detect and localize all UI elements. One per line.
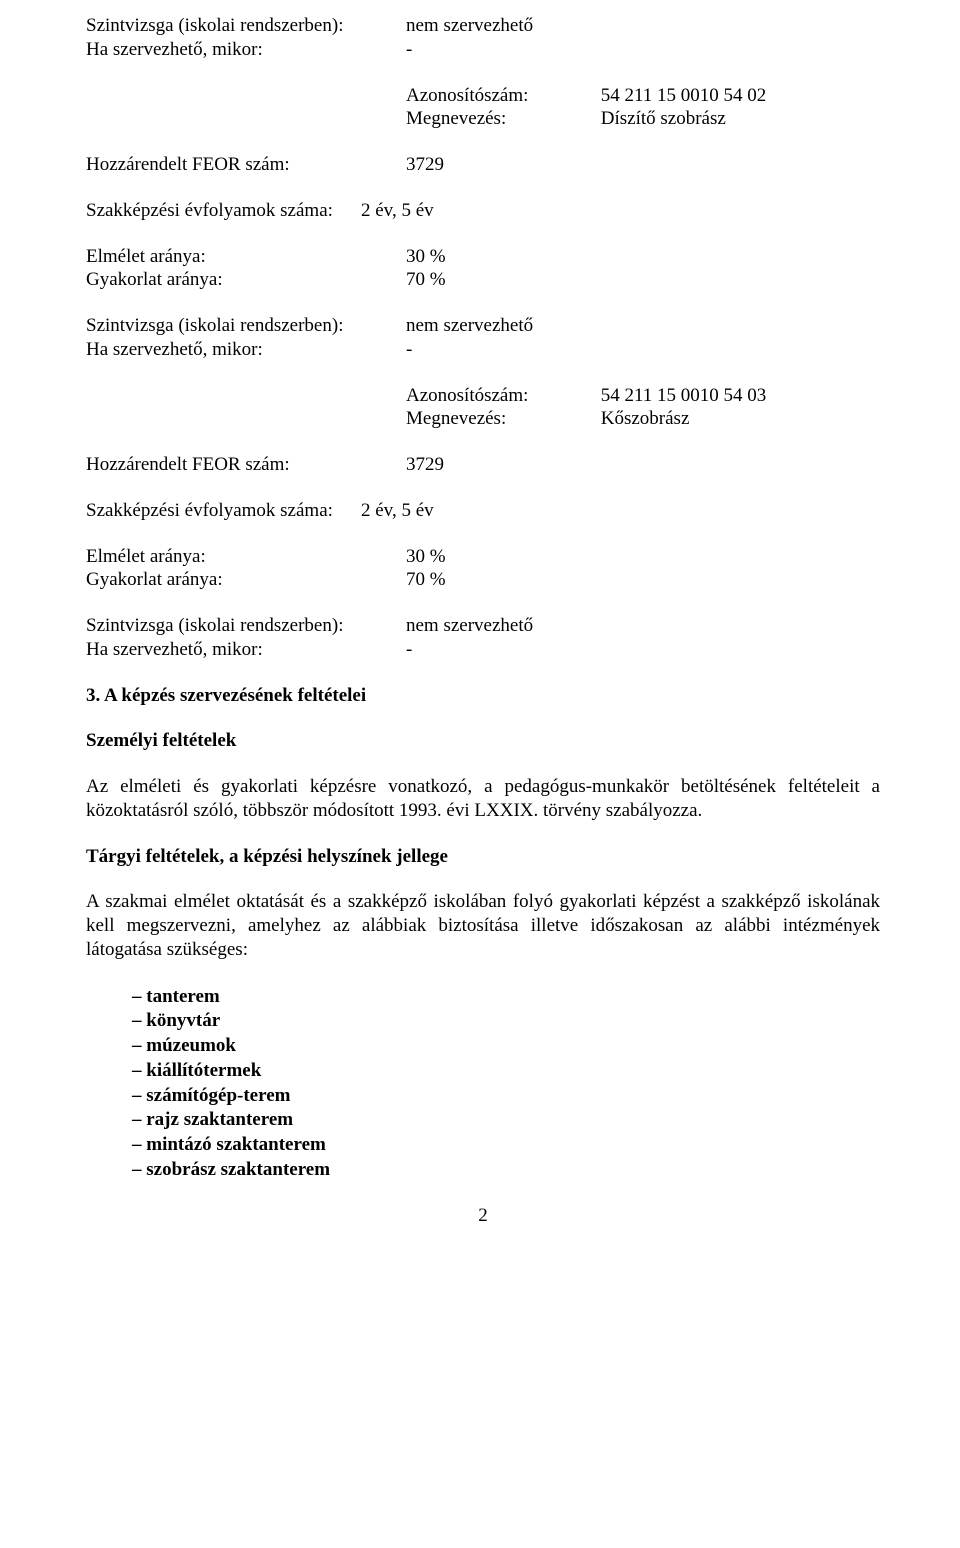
field-row: Hozzárendelt FEOR szám: 3729 <box>86 453 880 477</box>
field-row: Szintvizsga (iskolai rendszerben): nem s… <box>86 314 880 338</box>
value-szintvizsga: nem szervezhető <box>406 614 596 638</box>
label-ha-szervezheto: Ha szervezhető, mikor: <box>86 638 406 662</box>
value-szakkepzesi: 2 év, 5 év <box>361 199 434 223</box>
value-feor: 3729 <box>406 153 596 177</box>
label-azonositoszam: Azonosítószám: <box>406 384 596 408</box>
field-row: Hozzárendelt FEOR szám: 3729 <box>86 153 880 177</box>
value-szakkepzesi: 2 év, 5 év <box>361 499 434 523</box>
label-azonositoszam: Azonosítószám: <box>406 84 596 108</box>
field-row: Szintvizsga (iskolai rendszerben): nem s… <box>86 614 880 638</box>
paragraph-szemelyi: Az elméleti és gyakorlati képzésre vonat… <box>86 775 880 823</box>
label-gyakorlat: Gyakorlat aránya: <box>86 268 406 292</box>
label-elmelet: Elmélet aránya: <box>86 545 406 569</box>
value-elmelet: 30 % <box>406 545 596 569</box>
list-item: kiállítótermek <box>132 1059 880 1083</box>
value-ha-szervezheto: - <box>406 338 596 362</box>
field-row: Ha szervezhető, mikor: - <box>86 638 880 662</box>
label-szakkepzesi: Szakképzési évfolyamok száma: <box>86 499 361 523</box>
list-item: rajz szaktanterem <box>132 1108 880 1132</box>
azonosito-block: Azonosítószám: 54 211 15 0010 54 03 Megn… <box>86 384 880 432</box>
value-azonositoszam: 54 211 15 0010 54 02 <box>601 85 767 106</box>
value-gyakorlat: 70 % <box>406 568 596 592</box>
field-row: Szakképzési évfolyamok száma: 2 év, 5 év <box>86 499 880 523</box>
list-item: szobrász szaktanterem <box>132 1158 880 1182</box>
value-elmelet: 30 % <box>406 245 596 269</box>
value-ha-szervezheto: - <box>406 38 596 62</box>
label-szintvizsga: Szintvizsga (iskolai rendszerben): <box>86 314 406 338</box>
label-gyakorlat: Gyakorlat aránya: <box>86 568 406 592</box>
page-number: 2 <box>86 1204 880 1228</box>
paragraph-targyi: A szakmai elmélet oktatását és a szakkép… <box>86 890 880 961</box>
subsection-heading-szemelyi: Személyi feltételek <box>86 729 880 753</box>
label-feor: Hozzárendelt FEOR szám: <box>86 153 406 177</box>
value-szintvizsga: nem szervezhető <box>406 14 596 38</box>
label-megnevezes: Megnevezés: <box>406 107 596 131</box>
field-row: Ha szervezhető, mikor: - <box>86 338 880 362</box>
label-szintvizsga: Szintvizsga (iskolai rendszerben): <box>86 14 406 38</box>
value-ha-szervezheto: - <box>406 638 596 662</box>
subsection-heading-targyi: Tárgyi feltételek, a képzési helyszínek … <box>86 845 880 869</box>
value-szintvizsga: nem szervezhető <box>406 314 596 338</box>
label-megnevezes: Megnevezés: <box>406 407 596 431</box>
list-item: tanterem <box>132 985 880 1009</box>
field-row: Gyakorlat aránya: 70 % <box>86 568 880 592</box>
label-szakkepzesi: Szakképzési évfolyamok száma: <box>86 199 361 223</box>
field-row: Elmélet aránya: 30 % <box>86 545 880 569</box>
list-item: múzeumok <box>132 1034 880 1058</box>
value-feor: 3729 <box>406 453 596 477</box>
facilities-list: tanterem könyvtár múzeumok kiállítóterme… <box>86 985 880 1182</box>
field-row: Szintvizsga (iskolai rendszerben): nem s… <box>86 14 880 38</box>
value-azonositoszam: 54 211 15 0010 54 03 <box>601 385 767 406</box>
list-item: könyvtár <box>132 1009 880 1033</box>
value-megnevezes: Díszítő szobrász <box>601 108 726 129</box>
label-ha-szervezheto: Ha szervezhető, mikor: <box>86 38 406 62</box>
section-heading: 3. A képzés szervezésének feltételei <box>86 684 880 708</box>
field-row: Ha szervezhető, mikor: - <box>86 38 880 62</box>
list-item: mintázó szaktanterem <box>132 1133 880 1157</box>
list-item: számítógép-terem <box>132 1084 880 1108</box>
label-elmelet: Elmélet aránya: <box>86 245 406 269</box>
label-feor: Hozzárendelt FEOR szám: <box>86 453 406 477</box>
label-ha-szervezheto: Ha szervezhető, mikor: <box>86 338 406 362</box>
field-row: Szakképzési évfolyamok száma: 2 év, 5 év <box>86 199 880 223</box>
field-row: Elmélet aránya: 30 % <box>86 245 880 269</box>
azonosito-block: Azonosítószám: 54 211 15 0010 54 02 Megn… <box>86 84 880 132</box>
value-gyakorlat: 70 % <box>406 268 596 292</box>
field-row: Gyakorlat aránya: 70 % <box>86 268 880 292</box>
value-megnevezes: Kőszobrász <box>601 408 690 429</box>
label-szintvizsga: Szintvizsga (iskolai rendszerben): <box>86 614 406 638</box>
